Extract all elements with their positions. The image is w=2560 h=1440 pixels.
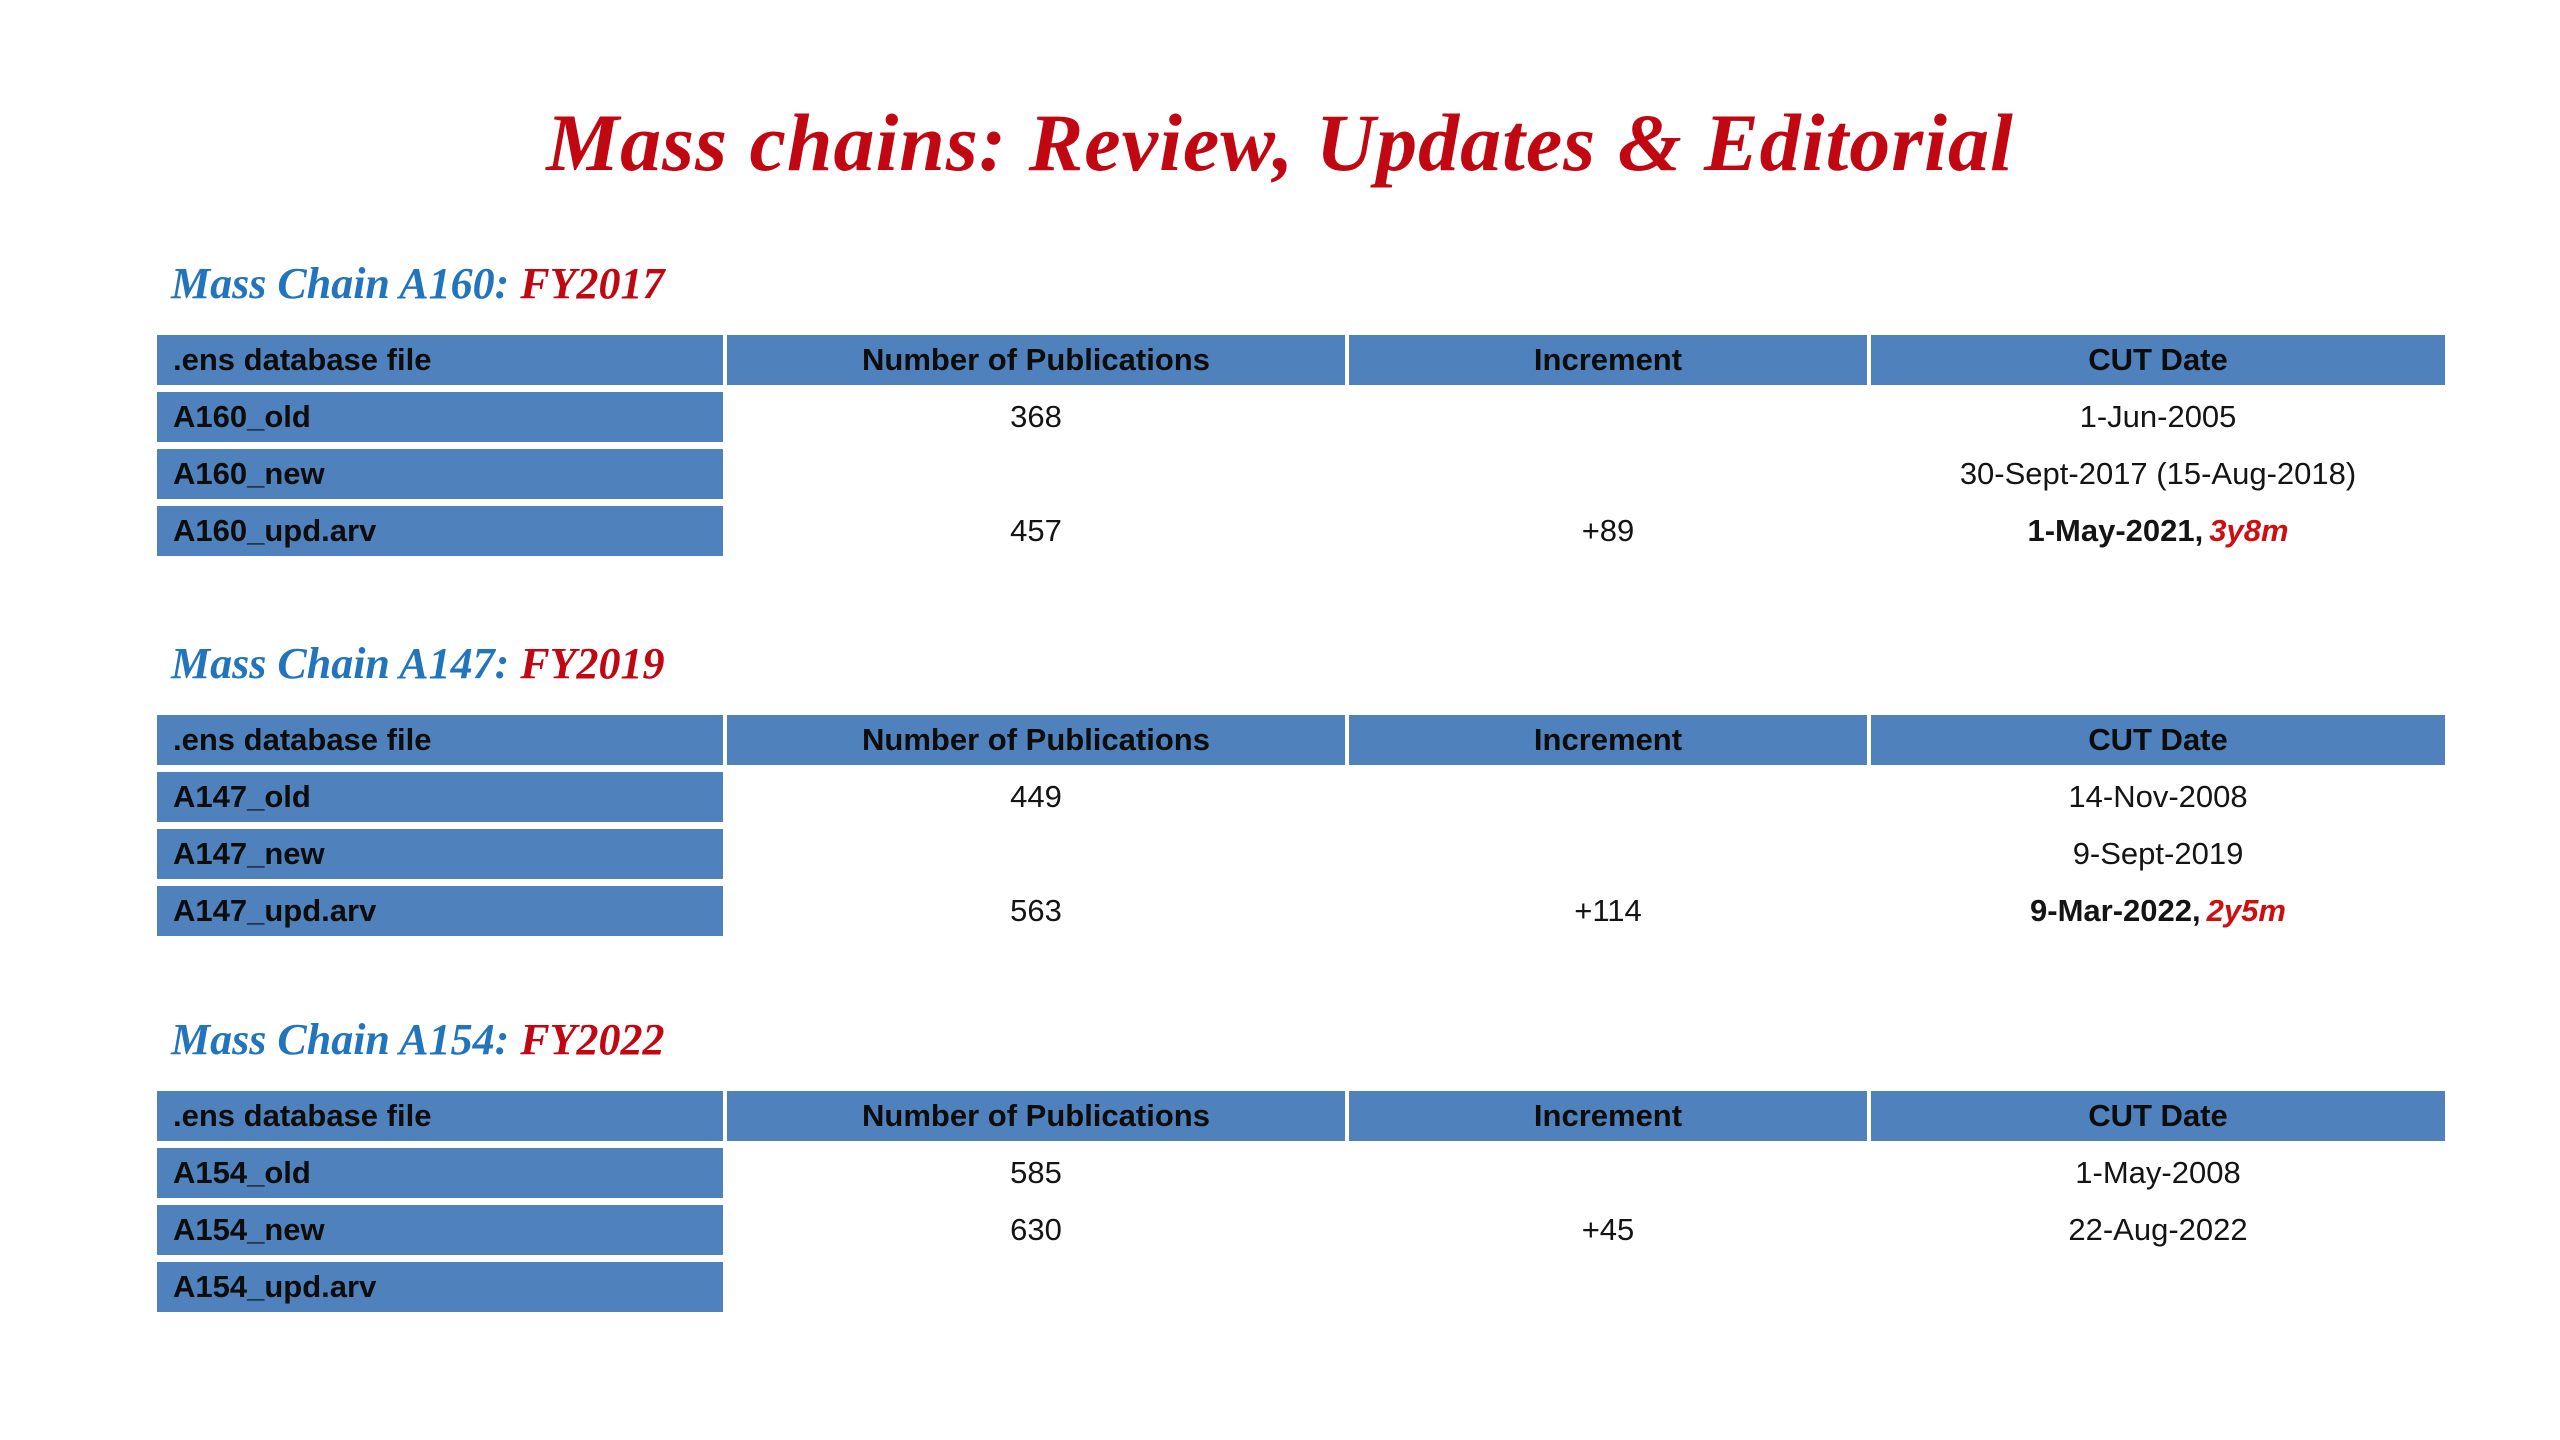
cell-cut-date: 1-May-2008 [2075, 1155, 2241, 1190]
row-header: A154_new [157, 1205, 723, 1255]
row-header: A147_old [157, 772, 723, 822]
cell-cut-date: 9-Mar-2022, 2y5m [1871, 886, 2445, 936]
column-header: Number of Publications [727, 1091, 1345, 1141]
column-header: .ens database file [157, 335, 723, 385]
cell-increment: +89 [1581, 513, 1635, 548]
cell-publications: 630 [1010, 1212, 1062, 1247]
cell-publications: 457 [1010, 513, 1062, 548]
cell-increment [1349, 829, 1867, 879]
column-header: Number of Publications [727, 715, 1345, 765]
column-header: .ens database file [157, 1091, 723, 1141]
row-header: A154_old [157, 1148, 723, 1198]
column-header: Increment [1349, 1091, 1867, 1141]
row-header: A154_upd.arv [157, 1262, 723, 1312]
cut-date-text: 1-May-2021, [2027, 513, 2204, 548]
cell-publications [727, 1262, 1345, 1312]
cell-publications [727, 829, 1345, 879]
column-header: .ens database file [157, 715, 723, 765]
row-header: A160_upd.arv [157, 506, 723, 556]
section-heading: Mass Chain A154: FY2022 [157, 1014, 2445, 1065]
cell-publications: 563 [1010, 893, 1062, 928]
column-header: CUT Date [1871, 715, 2445, 765]
section-heading-prefix: Mass Chain A147: [171, 639, 521, 688]
section-heading: Mass Chain A160: FY2017 [157, 258, 2445, 309]
column-header: CUT Date [1871, 1091, 2445, 1141]
cell-publications: 368 [1010, 399, 1062, 434]
column-header: Increment [1349, 715, 1867, 765]
cell-cut-date [1871, 1262, 2445, 1312]
cell-increment [1349, 1262, 1867, 1312]
data-table: .ens database file Number of Publication… [157, 1091, 2445, 1312]
cell-publications: 449 [1010, 779, 1062, 814]
cell-increment: +45 [1581, 1212, 1635, 1247]
data-table: .ens database file Number of Publication… [157, 335, 2445, 556]
cell-increment [1349, 449, 1867, 499]
cell-increment [1349, 772, 1867, 822]
cell-cut-date: 22-Aug-2022 [2068, 1212, 2248, 1247]
data-table: .ens database file Number of Publication… [157, 715, 2445, 936]
row-header: A147_upd.arv [157, 886, 723, 936]
cut-date-text: 9-Mar-2022, [2030, 893, 2201, 928]
slide-title: Mass chains: Review, Updates & Editorial [546, 97, 2014, 188]
cell-increment [1349, 1148, 1867, 1198]
section-heading: Mass Chain A147: FY2019 [157, 638, 2445, 689]
column-header: CUT Date [1871, 335, 2445, 385]
section-heading-prefix: Mass Chain A154: [171, 1015, 521, 1064]
cut-date-duration: 3y8m [2209, 513, 2289, 548]
section-heading-fy: FY2017 [520, 259, 665, 308]
row-header: A160_new [157, 449, 723, 499]
cell-publications: 585 [1010, 1155, 1062, 1190]
row-header: A147_new [157, 829, 723, 879]
column-header: Number of Publications [727, 335, 1345, 385]
cut-date-duration: 2y5m [2206, 893, 2286, 928]
cell-cut-date: 1-May-2021, 3y8m [1871, 506, 2445, 556]
cell-cut-date: 14-Nov-2008 [2068, 779, 2248, 814]
section-heading-prefix: Mass Chain A160: [171, 259, 521, 308]
section-heading-fy: FY2019 [520, 639, 665, 688]
section-heading-fy: FY2022 [520, 1015, 665, 1064]
section-a160: Mass Chain A160: FY2017 .ens database fi… [157, 258, 2445, 556]
cell-publications [727, 449, 1345, 499]
cell-increment: +114 [1574, 893, 1642, 928]
cell-cut-date: 30-Sept-2017 (15-Aug-2018) [1959, 456, 2357, 491]
section-a147: Mass Chain A147: FY2019 .ens database fi… [157, 638, 2445, 936]
section-a154: Mass Chain A154: FY2022 .ens database fi… [157, 1014, 2445, 1312]
column-header: Increment [1349, 335, 1867, 385]
row-header: A160_old [157, 392, 723, 442]
cell-cut-date: 9-Sept-2019 [2072, 836, 2244, 871]
cell-increment [1349, 392, 1867, 442]
cell-cut-date: 1-Jun-2005 [2079, 399, 2237, 434]
